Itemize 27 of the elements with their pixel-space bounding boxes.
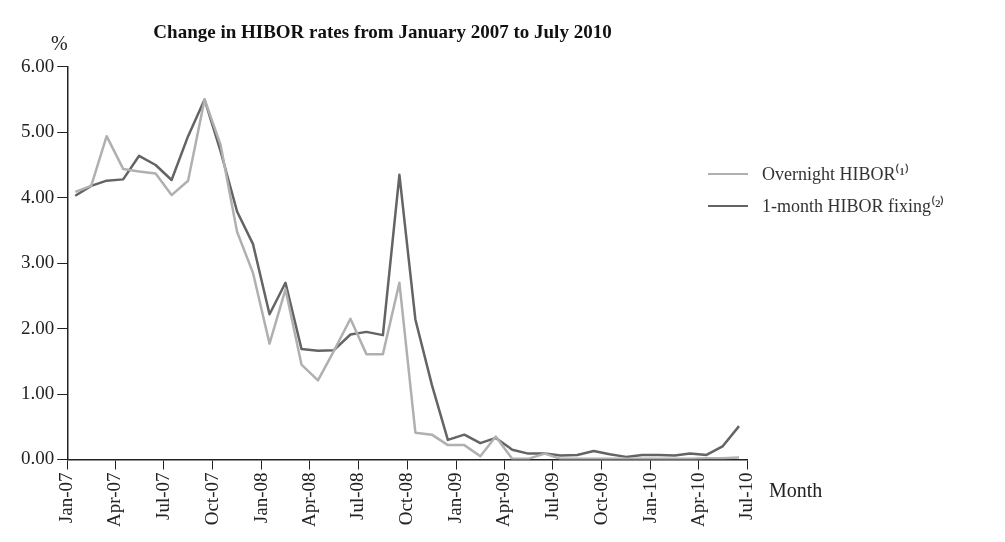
x-tick-label: Jul-07 bbox=[151, 472, 173, 520]
x-axis-title: Month bbox=[769, 478, 823, 501]
x-tick-label: Jan-08 bbox=[249, 472, 271, 524]
x-tick-label: Jan-07 bbox=[55, 472, 77, 524]
y-tick-label: 5.00 bbox=[21, 120, 55, 142]
y-axis-title: % bbox=[50, 32, 68, 55]
x-tick-label: Jan-09 bbox=[444, 472, 466, 524]
y-tick-label: 6.00 bbox=[21, 54, 55, 76]
x-tick-label: Oct-07 bbox=[200, 472, 222, 526]
x-tick-label: Apr-10 bbox=[686, 472, 708, 527]
chart-title: Change in HIBOR rates from January 2007 to July 2010 bbox=[153, 21, 612, 43]
x-tick-label: Oct-09 bbox=[589, 472, 611, 526]
y-tick-label: 0.00 bbox=[21, 447, 55, 469]
x-tick-label: Apr-08 bbox=[297, 472, 319, 527]
legend-label: 1-month HIBOR fixing⁽²⁾ bbox=[762, 194, 945, 218]
legend-label: Overnight HIBOR⁽¹⁾ bbox=[762, 162, 909, 186]
y-tick-label: 3.00 bbox=[21, 251, 55, 273]
x-tick-label: Jan-10 bbox=[638, 472, 660, 524]
y-tick-label: 4.00 bbox=[21, 185, 55, 207]
x-tick-label: Oct-08 bbox=[395, 472, 417, 526]
y-tick-label: 1.00 bbox=[21, 382, 55, 404]
x-tick-label: Apr-09 bbox=[492, 472, 514, 527]
x-tick-label: Apr-07 bbox=[103, 472, 125, 527]
x-tick-label: Jul-08 bbox=[346, 472, 368, 520]
x-tick-label: Jul-09 bbox=[540, 472, 562, 520]
y-tick-label: 2.00 bbox=[21, 316, 55, 338]
x-tick-label: Jul-10 bbox=[734, 472, 756, 520]
